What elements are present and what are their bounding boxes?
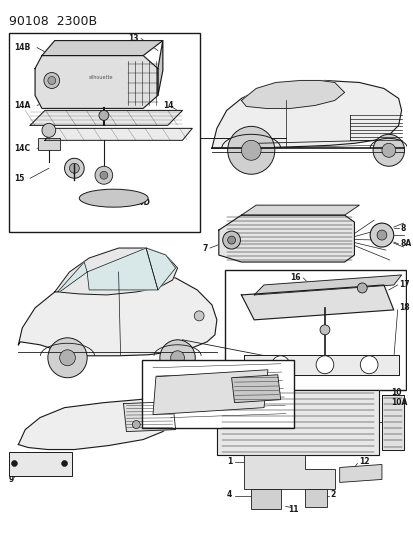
Text: 90108  2300B: 90108 2300B	[9, 15, 97, 28]
Text: 15: 15	[14, 174, 25, 183]
Circle shape	[222, 231, 240, 249]
Circle shape	[259, 383, 268, 393]
Circle shape	[227, 236, 235, 244]
Circle shape	[100, 171, 107, 179]
Bar	[9, 33, 199, 232]
Bar	[304, 489, 326, 507]
Polygon shape	[244, 455, 334, 489]
Text: 8A: 8A	[400, 239, 411, 247]
Text: 10A: 10A	[390, 398, 406, 407]
Polygon shape	[381, 394, 403, 449]
Text: 5: 5	[212, 382, 218, 391]
Circle shape	[319, 325, 329, 335]
Polygon shape	[241, 80, 344, 108]
Text: 14D: 14D	[133, 198, 150, 207]
Polygon shape	[216, 390, 378, 455]
Circle shape	[64, 158, 84, 178]
Polygon shape	[241, 205, 358, 215]
Polygon shape	[45, 128, 192, 140]
Text: 1: 1	[226, 457, 231, 466]
Circle shape	[271, 356, 289, 374]
Polygon shape	[254, 275, 401, 295]
Polygon shape	[339, 464, 381, 482]
Circle shape	[69, 163, 79, 173]
Circle shape	[230, 384, 242, 395]
Circle shape	[99, 110, 109, 120]
Polygon shape	[146, 248, 175, 290]
Text: 14C: 14C	[14, 144, 31, 153]
Text: 10: 10	[390, 388, 400, 397]
Polygon shape	[241, 285, 393, 320]
Circle shape	[48, 338, 87, 378]
Polygon shape	[18, 398, 177, 449]
Text: 8: 8	[400, 224, 405, 232]
Circle shape	[62, 461, 67, 466]
Polygon shape	[123, 402, 175, 432]
Bar	[224, 270, 406, 390]
Circle shape	[316, 356, 333, 374]
Polygon shape	[87, 248, 157, 290]
Circle shape	[227, 126, 274, 174]
Text: 14A: 14A	[14, 101, 31, 110]
Circle shape	[241, 140, 261, 160]
Polygon shape	[42, 41, 162, 55]
Text: 19: 19	[151, 415, 161, 424]
Polygon shape	[211, 80, 401, 148]
Text: 18: 18	[399, 303, 409, 312]
Text: 11: 11	[288, 505, 298, 514]
Circle shape	[372, 134, 404, 166]
Polygon shape	[35, 55, 157, 108]
Circle shape	[369, 223, 393, 247]
Circle shape	[48, 77, 56, 84]
Polygon shape	[38, 139, 59, 150]
Circle shape	[194, 311, 204, 321]
Polygon shape	[244, 355, 398, 375]
Circle shape	[59, 350, 75, 366]
Text: 6: 6	[146, 411, 151, 420]
Text: 13: 13	[128, 34, 139, 43]
Polygon shape	[218, 215, 354, 262]
Circle shape	[44, 72, 59, 88]
Bar	[251, 489, 280, 510]
Text: 14B: 14B	[14, 43, 31, 52]
Text: 9: 9	[9, 475, 14, 484]
Polygon shape	[18, 272, 216, 356]
Polygon shape	[55, 248, 177, 295]
Text: 4: 4	[226, 490, 231, 499]
Polygon shape	[30, 110, 182, 125]
Circle shape	[132, 421, 140, 429]
Polygon shape	[231, 375, 280, 402]
Polygon shape	[157, 41, 162, 95]
Circle shape	[95, 166, 112, 184]
Text: 16: 16	[290, 273, 300, 282]
Circle shape	[376, 230, 386, 240]
Text: 7: 7	[202, 244, 207, 253]
Circle shape	[359, 356, 377, 374]
Circle shape	[381, 143, 395, 157]
Polygon shape	[57, 262, 87, 292]
Circle shape	[356, 283, 366, 293]
Polygon shape	[153, 370, 267, 415]
Circle shape	[12, 461, 17, 466]
Circle shape	[170, 351, 184, 365]
Circle shape	[42, 123, 56, 138]
Text: 14: 14	[162, 101, 173, 110]
Text: 17: 17	[399, 280, 409, 289]
Text: 2: 2	[330, 490, 335, 499]
Ellipse shape	[79, 189, 148, 207]
Text: 3: 3	[239, 378, 244, 387]
Bar	[142, 360, 294, 427]
Circle shape	[159, 340, 195, 376]
Text: silhouette: silhouette	[89, 75, 113, 80]
Text: 12: 12	[358, 457, 369, 466]
Bar	[9, 451, 72, 477]
